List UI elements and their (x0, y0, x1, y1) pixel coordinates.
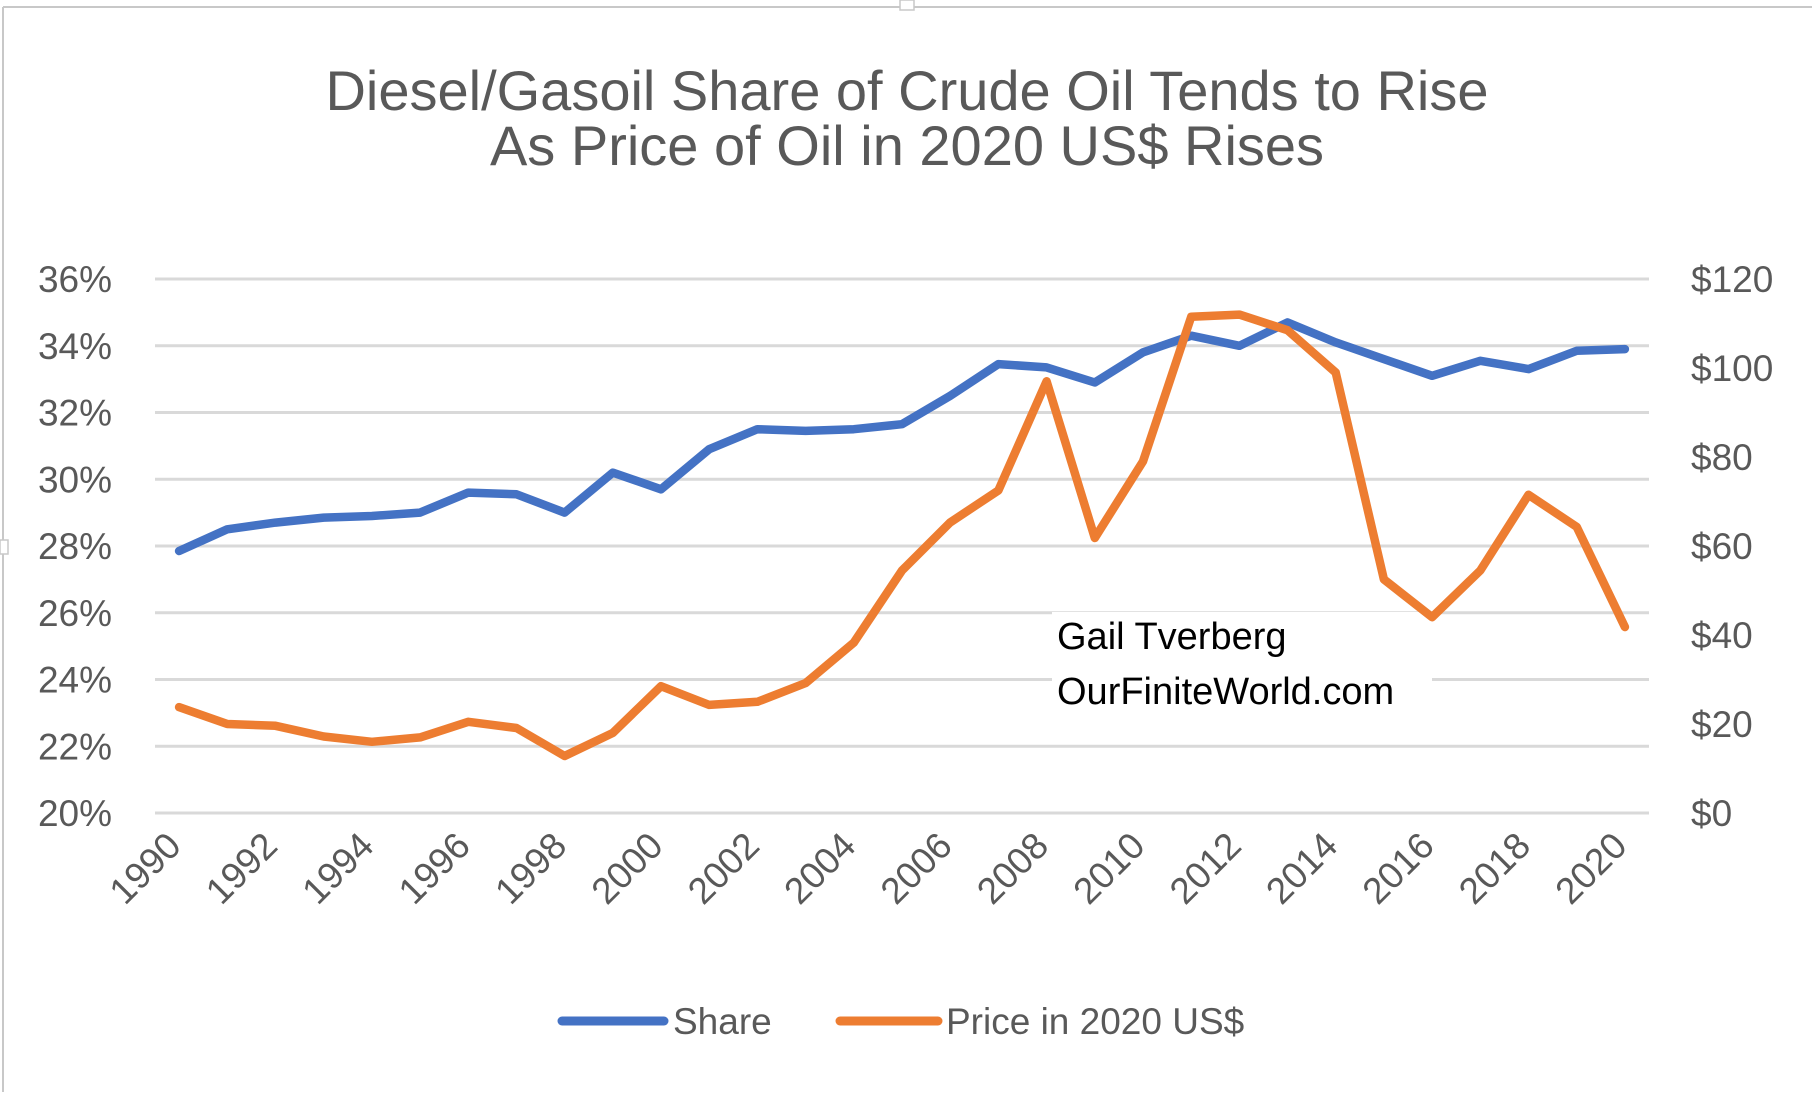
gridlines (155, 279, 1649, 813)
x-tick-label: 2006 (873, 825, 960, 912)
y-tick-label: 32% (38, 393, 112, 434)
y2-tick-label: $120 (1691, 259, 1773, 300)
legend: Share Price in 2020 US$ (562, 1001, 1244, 1042)
y2-tick-label: $100 (1691, 348, 1773, 389)
x-tick-label: 2012 (1162, 825, 1249, 912)
y-tick-label: 34% (38, 326, 112, 367)
y-tick-label: 22% (38, 726, 112, 767)
y-axis-right: $0 $20 $40 $60 $80 $100 $120 (1691, 259, 1773, 834)
resize-handle-top[interactable] (900, 0, 914, 10)
legend-label-share: Share (673, 1001, 772, 1042)
x-tick-label: 1998 (487, 825, 574, 912)
y2-tick-label: $40 (1691, 615, 1753, 656)
y-tick-label: 20% (38, 793, 112, 834)
x-tick-label: 2008 (969, 825, 1056, 912)
y2-tick-label: $80 (1691, 437, 1753, 478)
x-tick-label: 2000 (583, 825, 670, 912)
y2-tick-label: $0 (1691, 793, 1732, 834)
x-tick-label: 2014 (1258, 825, 1345, 912)
x-tick-label: 2020 (1547, 825, 1634, 912)
y-tick-label: 24% (38, 660, 112, 701)
x-tick-label: 2004 (776, 825, 863, 912)
chart-title-line-1: Diesel/Gasoil Share of Crude Oil Tends t… (325, 59, 1488, 122)
y-tick-label: 28% (38, 526, 112, 567)
y2-tick-label: $20 (1691, 704, 1753, 745)
x-tick-label: 2018 (1451, 825, 1538, 912)
x-tick-label: 2010 (1065, 825, 1152, 912)
x-tick-label: 2002 (680, 825, 767, 912)
series-line-share (179, 322, 1625, 551)
chart-title-line-2: As Price of Oil in 2020 US$ Rises (490, 114, 1324, 177)
x-tick-label: 1990 (102, 825, 189, 912)
y-axis-left: 20% 22% 24% 26% 28% 30% 32% 34% 36% (38, 259, 112, 834)
y-tick-label: 36% (38, 259, 112, 300)
annotation-author: Gail Tverberg (1057, 616, 1287, 658)
legend-label-price: Price in 2020 US$ (946, 1001, 1244, 1042)
y2-tick-label: $60 (1691, 526, 1753, 567)
x-tick-label: 1996 (391, 825, 478, 912)
y-tick-label: 30% (38, 459, 112, 500)
resize-handle-left[interactable] (0, 540, 8, 554)
annotation-website: OurFiniteWorld.com (1057, 671, 1394, 713)
x-tick-label: 2016 (1355, 825, 1442, 912)
y-tick-label: 26% (38, 593, 112, 634)
x-tick-label: 1992 (198, 825, 285, 912)
x-tick-label: 1994 (294, 825, 381, 912)
